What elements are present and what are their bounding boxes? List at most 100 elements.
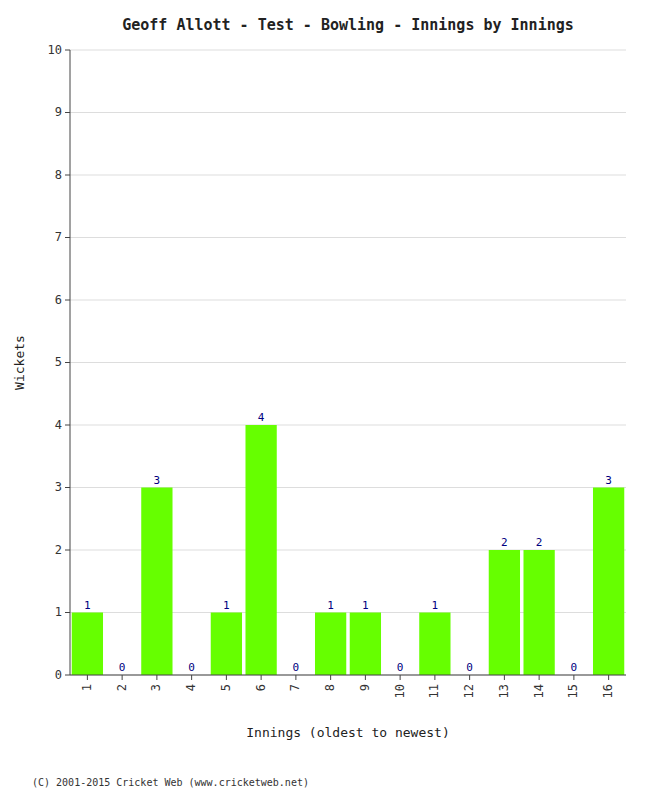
x-tick-label: 10 [393,684,407,698]
y-tick-label: 0 [55,668,62,682]
y-tick [65,550,70,551]
grid-line [70,50,626,51]
bar [350,613,381,676]
x-tick [122,675,123,680]
bar [489,550,520,675]
y-axis-label: Wickets [12,335,27,390]
x-tick-label: 1 [80,684,94,691]
data-label: 2 [501,536,508,549]
y-tick-label: 2 [55,543,62,557]
data-label: 2 [536,536,543,549]
grid-line [70,112,626,113]
data-label: 3 [605,474,612,487]
title: Geoff Allott - Test - Bowling - Innings … [122,16,574,34]
grid-line [70,675,626,676]
x-tick [608,675,609,680]
y-tick [65,425,70,426]
y-tick [65,487,70,488]
bar [245,425,276,675]
data-label: 1 [432,599,439,612]
data-label: 0 [293,661,300,674]
data-label: 0 [571,661,578,674]
copyright: (C) 2001-2015 Cricket Web (www.cricketwe… [32,777,309,788]
x-axis: 12345678910111213141516 [80,675,615,698]
x-tick-label: 11 [427,684,441,698]
y-tick [65,675,70,676]
y-tick-label: 1 [55,605,62,619]
y-tick-label: 3 [55,480,62,494]
x-tick [469,675,470,680]
grid-line [70,362,626,363]
bar [141,488,172,676]
y-axis: 0 1 2 3 4 5 6 7 8 9 10 [48,43,70,682]
bars [72,425,625,675]
y-tick [65,362,70,363]
data-label: 1 [84,599,91,612]
x-tick [365,675,366,680]
x-tick [156,675,157,680]
bar [523,550,554,675]
data-label: 1 [362,599,369,612]
x-tick [261,675,262,680]
x-tick [191,675,192,680]
grid-line [70,300,626,301]
bar [72,613,103,676]
x-tick-label: 13 [497,684,511,698]
x-tick-label: 9 [358,684,372,691]
x-tick-label: 14 [532,684,546,698]
background [0,0,650,800]
y-tick [65,112,70,113]
x-tick [226,675,227,680]
x-tick [87,675,88,680]
y-tick [65,612,70,613]
x-tick [400,675,401,680]
data-label: 4 [258,411,265,424]
chart: 1030140110102203012345678910123456789101… [0,0,650,800]
data-label: 0 [397,661,404,674]
y-tick [65,50,70,51]
data-label: 0 [188,661,195,674]
x-tick-label: 16 [601,684,615,698]
bar [419,613,450,676]
data-label: 0 [119,661,126,674]
x-tick-label: 15 [566,684,580,698]
x-tick-label: 5 [219,684,233,691]
y-tick-label: 5 [55,355,62,369]
bar [315,613,346,676]
y-tick-label: 8 [55,168,62,182]
y-tick-label: 10 [48,43,62,57]
x-tick [539,675,540,680]
bar [211,613,242,676]
y-tick-label: 6 [55,293,62,307]
data-labels: 1 0 3 0 1 4 0 1 1 0 1 0 2 2 0 3 [84,411,612,674]
x-tick [330,675,331,680]
y-tick-label: 4 [55,418,62,432]
x-tick [434,675,435,680]
x-tick [504,675,505,680]
x-tick-label: 12 [462,684,476,698]
y-tick [65,237,70,238]
y-tick-label: 7 [55,230,62,244]
grid [70,50,626,675]
x-tick [573,675,574,680]
data-label: 0 [466,661,473,674]
x-axis-line [70,675,626,676]
grid-line [70,425,626,426]
x-tick-label: 4 [184,684,198,691]
bar [593,488,624,676]
x-tick-label: 2 [115,684,129,691]
y-tick [65,300,70,301]
x-tick [295,675,296,680]
grid-line [70,175,626,176]
x-axis-label: Innings (oldest to newest) [246,725,450,740]
data-label: 1 [327,599,334,612]
x-tick-label: 3 [149,684,163,691]
y-tick [65,175,70,176]
grid-line [70,237,626,238]
x-tick-label: 8 [323,684,337,691]
data-label: 1 [223,599,230,612]
y-tick-label: 9 [55,105,62,119]
data-label: 3 [154,474,161,487]
x-tick-label: 6 [254,684,268,691]
x-tick-label: 7 [288,684,302,691]
